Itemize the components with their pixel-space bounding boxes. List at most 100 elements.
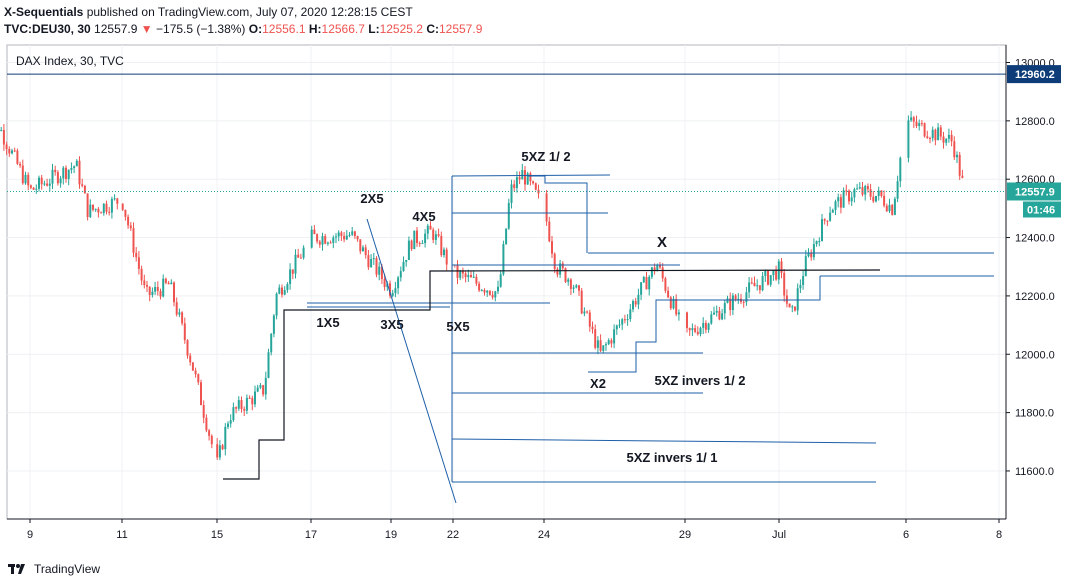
candle-body [229,420,232,424]
candle-body [310,229,313,248]
x-tick-label: 8 [996,529,1002,541]
candle-body [353,231,356,237]
candle-body [623,319,626,321]
candle-body [864,186,867,195]
candle-body [35,188,38,190]
candle-body [8,148,11,154]
candle-body [856,188,859,190]
candle-body [194,370,197,375]
candle-body [318,241,321,245]
candle-body [200,382,202,406]
candle-body [691,328,694,331]
candle-body [380,266,383,279]
tradingview-logo-icon[interactable] [8,561,30,577]
candle-body [829,212,832,221]
candle-body [578,285,580,291]
candle-body [89,204,92,218]
candle-body [470,275,472,278]
candle-body [945,138,948,143]
candle-body [124,209,127,217]
candle-body [561,263,564,269]
candle-body [850,197,853,202]
candle-body [956,154,958,158]
candle-body [704,322,707,330]
price-tag-12960: 12960.2 [1015,69,1055,81]
candle-body [599,340,602,351]
candle-body [929,138,931,140]
candle-body [16,150,19,164]
candle-body [675,298,678,315]
candle-body [5,144,8,149]
candle-body [912,117,915,122]
candle-body [94,208,97,210]
candle-body [699,327,702,335]
candle-body [726,298,729,303]
candle-body [632,301,634,310]
candle-body [164,278,167,283]
candle-body [707,323,710,330]
candle-body [264,377,267,395]
candle-body [939,127,942,137]
candle-body [659,265,661,268]
candle-body [888,204,891,212]
candle-body [802,276,805,286]
candle-body [648,276,651,290]
x-tick-label: 6 [903,529,909,541]
candle-body [853,189,856,198]
candle-body [191,362,194,371]
candle-body [494,291,497,298]
candle-body [664,278,667,291]
candle-body [610,340,613,344]
candle-body [640,282,643,295]
candle-body [372,258,375,260]
candle-body [653,267,656,272]
candle-body [907,120,910,158]
symbol-label[interactable]: TVC:DEU30, 30 [4,22,91,36]
candle-body [437,234,440,236]
price-tag-current-bg [1007,182,1061,201]
candle-body [764,270,767,277]
brand-name[interactable]: TradingView [34,562,101,576]
x-tick-label: 9 [27,529,33,541]
candle-body [799,285,802,289]
candle-body [121,203,124,210]
candle-body [723,302,726,314]
candle-body [432,229,435,240]
candle-body [286,284,289,291]
candle-body [321,236,324,245]
candle-body [291,269,294,274]
candle-body [243,409,246,411]
candle-body [815,241,818,245]
price-tag-12960-bg [1007,65,1061,84]
candle-body [418,242,421,244]
candle-body [224,426,227,450]
candle-body [672,298,675,309]
candle-body [767,270,769,285]
candle-body [156,286,159,291]
candle-body [275,293,278,316]
candle-body [551,241,553,254]
y-tick-label: 12400.0 [1015,233,1055,245]
candle-body [626,319,629,321]
y-tick-label: 12000.0 [1015,349,1055,361]
author-name[interactable]: X-Sequentials [4,5,84,19]
candle-body [426,225,429,234]
candle-body [162,278,165,297]
candle-body [232,407,235,421]
x-tick-label: 15 [211,529,223,541]
candle-body [251,398,254,405]
close-value: 12557.9 [438,22,483,36]
candle-body [43,183,46,185]
candle-body [11,150,13,154]
candle-body [113,198,116,200]
candle-body [83,185,86,194]
candle-body [775,270,778,280]
candle-body [186,340,189,356]
candle-body [108,211,111,213]
candle-body [175,302,178,315]
candle-body [910,117,913,121]
chart-area[interactable]: 2X5 4X5 5XZ 1/ 2 X 1X5 3X5 5X5 X2 5XZ invers 1/ … [0,0,1073,556]
candle-body [694,328,697,332]
candle-body [488,290,491,295]
candle-body [794,306,796,311]
